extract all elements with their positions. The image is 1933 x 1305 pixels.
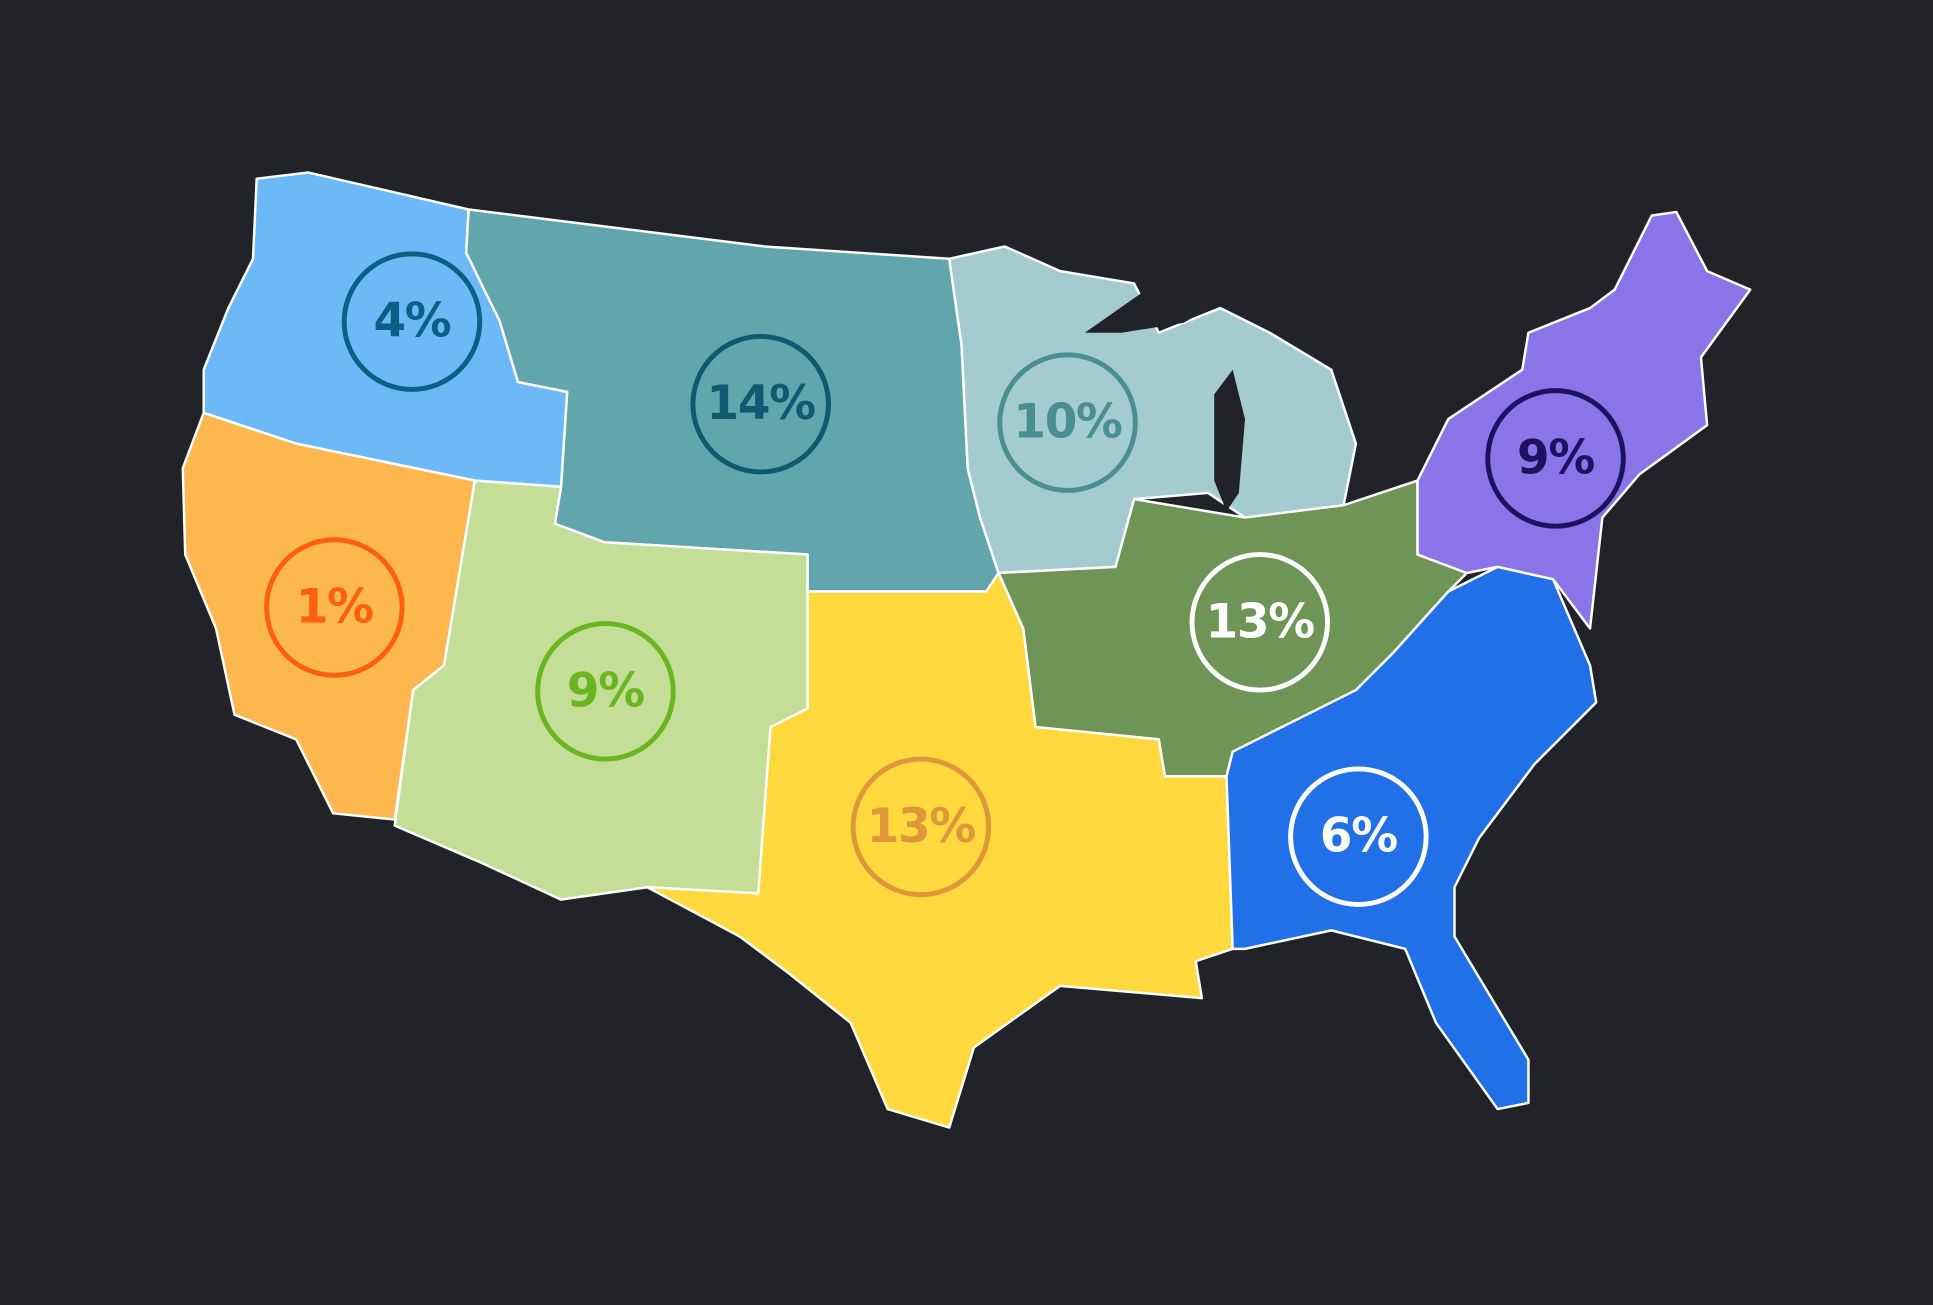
region-label: 4% xyxy=(373,295,450,349)
region-marker xyxy=(1485,388,1626,529)
region xyxy=(1416,210,1752,630)
region-marker xyxy=(997,352,1138,493)
region-label: 13% xyxy=(1206,595,1315,649)
region-label: 13% xyxy=(867,800,976,854)
region-marker xyxy=(690,333,831,475)
region-marker xyxy=(1189,552,1331,693)
region xyxy=(646,571,1234,1129)
region-label: 14% xyxy=(707,377,816,431)
region-marker xyxy=(535,621,676,762)
region-label: 9% xyxy=(567,664,644,718)
region-marker xyxy=(264,537,405,678)
region-label: 1% xyxy=(296,581,373,635)
lake xyxy=(1084,289,1221,333)
region-label: 10% xyxy=(1013,396,1122,450)
region-marker xyxy=(850,756,992,898)
region-label: 9% xyxy=(1517,431,1594,485)
region-marker xyxy=(341,251,483,392)
lake xyxy=(1214,369,1245,512)
region-marker xyxy=(1288,766,1429,907)
region-label: 6% xyxy=(1320,810,1397,864)
region xyxy=(1225,565,1598,1111)
